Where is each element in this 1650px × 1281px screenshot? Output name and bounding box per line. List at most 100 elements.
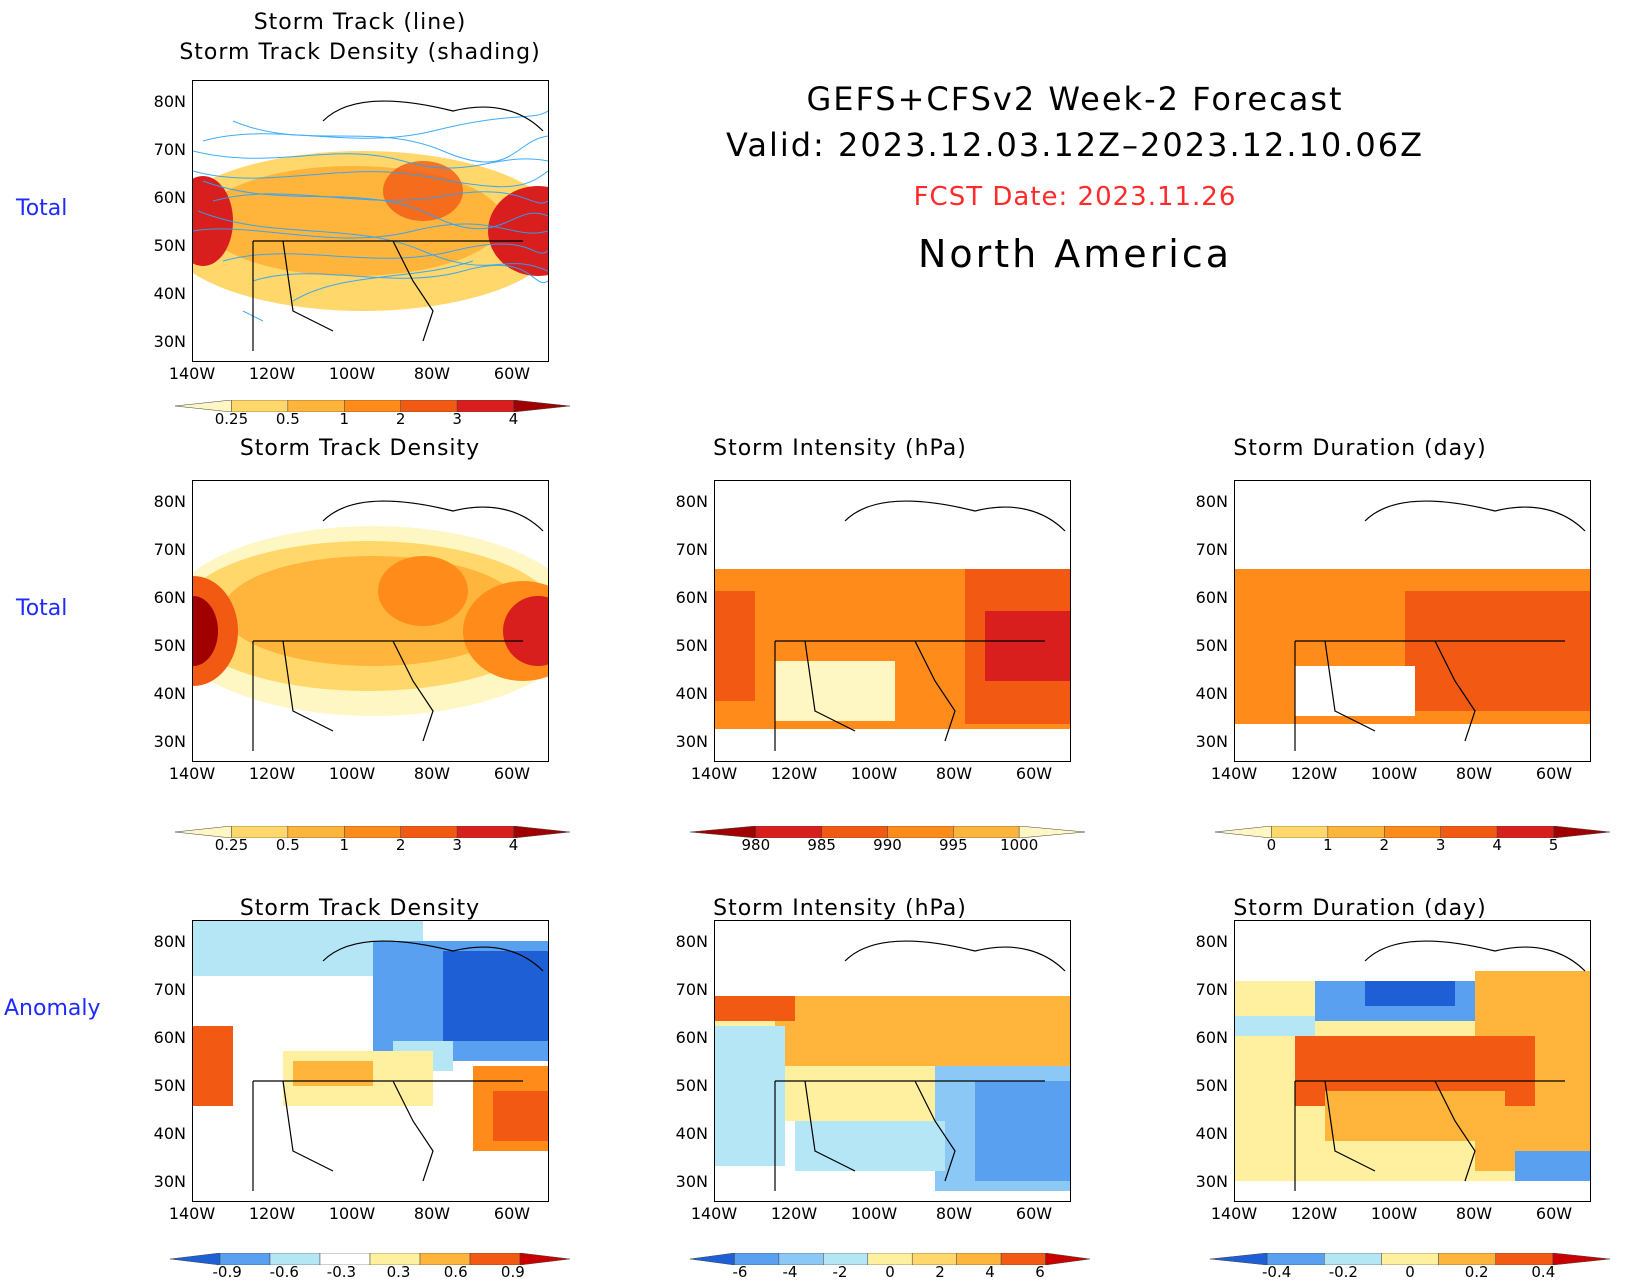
colorbar-tick-label: 995 xyxy=(939,836,968,854)
colorbar-tick-label: 0.5 xyxy=(275,836,300,854)
colorbar-tick-label: 4 xyxy=(508,410,519,428)
panel3-map xyxy=(714,480,1071,762)
colorbar-tick-label: 0 xyxy=(885,1263,895,1281)
lon-tick-label: 80W xyxy=(935,764,973,783)
lat-tick-label: 70N xyxy=(1195,980,1228,999)
colorbar-tick-label: 6 xyxy=(1035,1263,1045,1281)
colorbar-tick-label: 985 xyxy=(807,836,836,854)
colorbar-tick-label: 0.2 xyxy=(1464,1263,1489,1281)
panel1-title-line1: Storm Track (line) xyxy=(253,10,467,35)
valid-period: Valid: 2023.12.03.12Z–2023.12.10.06Z xyxy=(725,126,1425,164)
lon-tick-label: 100W xyxy=(328,364,376,383)
fcst-date: FCST Date: 2023.11.26 xyxy=(913,182,1237,212)
colorbar-tick-label: -0.3 xyxy=(326,1263,357,1281)
forecast-title: GEFS+CFSv2 Week-2 Forecast xyxy=(806,80,1344,118)
lat-tick-label: 50N xyxy=(675,1076,708,1095)
colorbar-tick-label: -0.4 xyxy=(1262,1263,1292,1281)
lat-tick-label: 40N xyxy=(675,1124,708,1143)
colorbar-segment xyxy=(513,400,570,412)
lat-tick-label: 60N xyxy=(153,588,186,607)
colorbar-tick-label: 2 xyxy=(395,836,406,854)
colorbar-p5 xyxy=(170,1253,570,1265)
lon-tick-label: 140W xyxy=(168,764,216,783)
lon-tick-label: 80W xyxy=(935,1204,973,1223)
lon-tick-label: 100W xyxy=(850,764,898,783)
lon-tick-label: 60W xyxy=(1535,764,1573,783)
panel6-title: Storm Intensity (hPa) xyxy=(713,896,967,921)
lat-tick-label: 40N xyxy=(675,684,708,703)
lat-tick-label: 50N xyxy=(153,236,186,255)
region-name: North America xyxy=(917,232,1233,276)
lon-tick-label: 120W xyxy=(1290,764,1338,783)
lon-tick-label: 140W xyxy=(1210,764,1258,783)
lat-tick-label: 80N xyxy=(1195,932,1228,951)
colorbar-segment xyxy=(1553,826,1610,838)
lon-tick-label: 140W xyxy=(168,364,216,383)
lon-tick-label: 120W xyxy=(770,764,818,783)
colorbar-tick-label: 1 xyxy=(339,410,350,428)
colorbar-segment xyxy=(1018,826,1085,838)
lat-tick-label: 60N xyxy=(1195,588,1228,607)
colorbar-p2 xyxy=(175,826,570,838)
lon-tick-label: 80W xyxy=(413,764,451,783)
lat-tick-label: 40N xyxy=(1195,1124,1228,1143)
lon-tick-label: 120W xyxy=(248,364,296,383)
colorbar-tick-label: -2 xyxy=(832,1263,848,1281)
colorbar-p4 xyxy=(1215,826,1610,838)
lat-tick-label: 70N xyxy=(1195,540,1228,559)
lon-tick-label: 100W xyxy=(1370,1204,1418,1223)
lat-tick-label: 50N xyxy=(153,1076,186,1095)
lat-tick-label: 70N xyxy=(675,980,708,999)
colorbar-segment xyxy=(1045,1253,1090,1265)
lon-tick-label: 140W xyxy=(168,1204,216,1223)
colorbar-tick-label: 3 xyxy=(1435,836,1446,854)
row-label-total-1: Total xyxy=(16,196,68,221)
lat-tick-label: 70N xyxy=(675,540,708,559)
colorbar-tick-label: 2 xyxy=(395,410,406,428)
colorbar-tick-label: 0.3 xyxy=(386,1263,411,1281)
colorbar-tick-label: 2 xyxy=(935,1263,945,1281)
lon-tick-label: 140W xyxy=(690,764,738,783)
lat-tick-label: 50N xyxy=(675,636,708,655)
lon-tick-label: 100W xyxy=(328,1204,376,1223)
row-label-anomaly: Anomaly xyxy=(4,996,101,1021)
colorbar-tick-label: 1 xyxy=(1323,836,1333,854)
panel2-title: Storm Track Density xyxy=(239,436,481,461)
colorbar-tick-label: 0.4 xyxy=(1531,1263,1556,1281)
colorbar-tick-label: 980 xyxy=(741,836,771,854)
lat-tick-label: 40N xyxy=(1195,684,1228,703)
lon-tick-label: 60W xyxy=(1015,1204,1053,1223)
panel7-title: Storm Duration (day) xyxy=(1233,896,1487,921)
lon-tick-label: 120W xyxy=(770,1204,818,1223)
panel5-title: Storm Track Density xyxy=(239,896,481,921)
colorbar-segment xyxy=(513,826,570,838)
lat-tick-label: 80N xyxy=(1195,492,1228,511)
colorbar-tick-label: 0.6 xyxy=(443,1263,468,1281)
colorbar-tick-label: -6 xyxy=(732,1263,748,1281)
colorbar-tick-label: 1000 xyxy=(1000,836,1039,854)
colorbar-tick-label: 1 xyxy=(339,836,350,854)
lat-tick-label: 40N xyxy=(153,1124,186,1143)
lon-tick-label: 140W xyxy=(690,1204,738,1223)
lon-tick-label: 80W xyxy=(1455,1204,1493,1223)
lat-tick-label: 30N xyxy=(675,1172,708,1191)
colorbar-tick-label: 4 xyxy=(1492,836,1502,854)
colorbar-tick-label: 0 xyxy=(1405,1263,1415,1281)
colorbar-tick-label: 0.25 xyxy=(214,410,249,428)
lon-tick-label: 60W xyxy=(493,364,531,383)
lon-tick-label: 100W xyxy=(1370,764,1418,783)
colorbar-tick-label: 0.5 xyxy=(275,410,300,428)
colorbar-p6 xyxy=(690,1253,1090,1265)
colorbar-tick-label: 4 xyxy=(985,1263,995,1281)
colorbar-tick-label: -0.6 xyxy=(269,1263,299,1281)
lat-tick-label: 60N xyxy=(1195,1028,1228,1047)
lat-tick-label: 60N xyxy=(675,588,708,607)
lat-tick-label: 40N xyxy=(153,284,186,303)
panel4-map xyxy=(1234,480,1591,762)
lon-tick-label: 120W xyxy=(1290,1204,1338,1223)
lat-tick-label: 80N xyxy=(153,92,186,111)
lat-tick-label: 50N xyxy=(153,636,186,655)
panel7-map xyxy=(1234,920,1591,1202)
lat-tick-label: 30N xyxy=(153,732,186,751)
lon-tick-label: 60W xyxy=(1015,764,1053,783)
